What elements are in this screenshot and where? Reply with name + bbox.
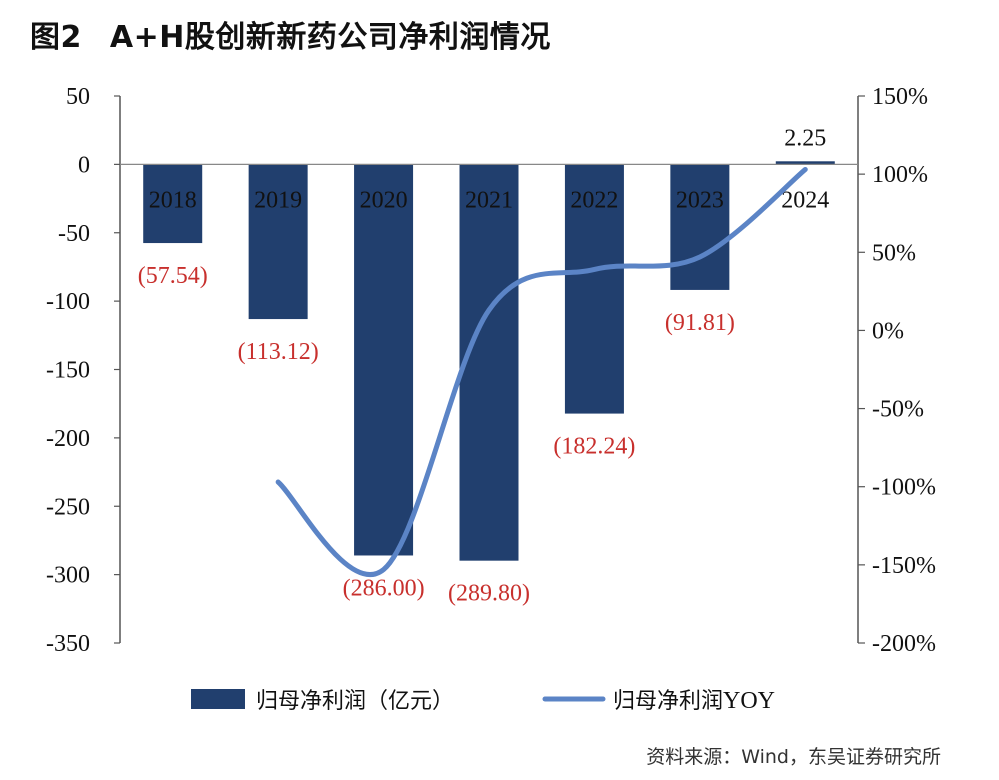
- yoy-line-series: [275, 166, 808, 577]
- category-label-2018: 2018: [149, 187, 197, 213]
- left-tick-label: -150: [46, 358, 90, 384]
- category-label-2024: 2024: [781, 187, 829, 213]
- left-tick-label: -100: [46, 289, 90, 315]
- left-tick-label: -50: [58, 221, 90, 247]
- data-label-2020: (286.00): [343, 575, 425, 601]
- bar-2024: [775, 161, 835, 165]
- data-label-2023: (91.81): [665, 310, 735, 336]
- bar-data-labels: (57.54) (113.12) (286.00) (289.80) (182.24) (…: [138, 125, 827, 606]
- bar-2023: [670, 164, 730, 290]
- left-tick-label: -200: [46, 426, 90, 452]
- data-label-2024: 2.25: [784, 125, 826, 151]
- data-label-2021: (289.80): [448, 581, 530, 607]
- right-tick-label: 50%: [872, 240, 916, 266]
- left-tick-label: -300: [46, 563, 90, 589]
- figure-number: 图2: [30, 20, 82, 55]
- figure-title: 图2 A+H股创新新药公司净利润情况: [30, 12, 551, 56]
- legend-bar-swatch: [191, 689, 245, 709]
- category-labels: 2018 2019 2020 2021 2022 2023 2024: [149, 187, 830, 213]
- right-tick-label: -100%: [872, 475, 936, 501]
- right-tick-label: -50%: [872, 397, 924, 423]
- legend-line-label: 归母净利润YOY: [613, 688, 775, 714]
- yoy-line: [275, 166, 808, 577]
- right-tick-label: 100%: [872, 162, 928, 188]
- left-tick-label: 0: [78, 152, 90, 178]
- category-label-2019: 2019: [254, 187, 302, 213]
- bar-2019: [248, 164, 308, 320]
- legend: 归母净利润（亿元） 归母净利润YOY: [191, 688, 775, 714]
- bar-2021: [459, 164, 519, 561]
- legend-bar-label: 归母净利润（亿元）: [256, 689, 454, 714]
- legend-line-label-en: YOY: [723, 688, 775, 714]
- legend-line-label-cn: 归母净利润: [613, 689, 723, 714]
- left-y-axis: 50 0 -50 -100 -150 -200 -250 -300 -350: [46, 84, 121, 657]
- right-tick-label: -150%: [872, 553, 936, 579]
- bar-series: [143, 161, 835, 561]
- data-label-2022: (182.24): [553, 434, 635, 460]
- left-tick-label: -350: [46, 631, 90, 657]
- data-label-2019: (113.12): [238, 339, 319, 365]
- category-label-2021: 2021: [465, 187, 513, 213]
- left-tick-label: 50: [66, 84, 90, 110]
- left-tick-label: -250: [46, 494, 90, 520]
- right-tick-label: 150%: [872, 84, 928, 110]
- source-note: 资料来源：Wind，东吴证券研究所: [646, 746, 941, 768]
- data-label-2018: (57.54): [138, 263, 208, 289]
- bar-2018: [143, 164, 203, 244]
- bar-2020: [354, 164, 414, 556]
- right-tick-label: -200%: [872, 631, 936, 657]
- bar-2022: [564, 164, 624, 414]
- category-label-2023: 2023: [676, 187, 724, 213]
- category-label-2020: 2020: [360, 187, 408, 213]
- right-tick-label: 0%: [872, 318, 904, 344]
- right-y-axis: 150% 100% 50% 0% -50% -100% -150% -200%: [857, 84, 936, 657]
- category-label-2022: 2022: [570, 187, 618, 213]
- figure-title-text: A+H股创新新药公司净利润情况: [109, 20, 551, 55]
